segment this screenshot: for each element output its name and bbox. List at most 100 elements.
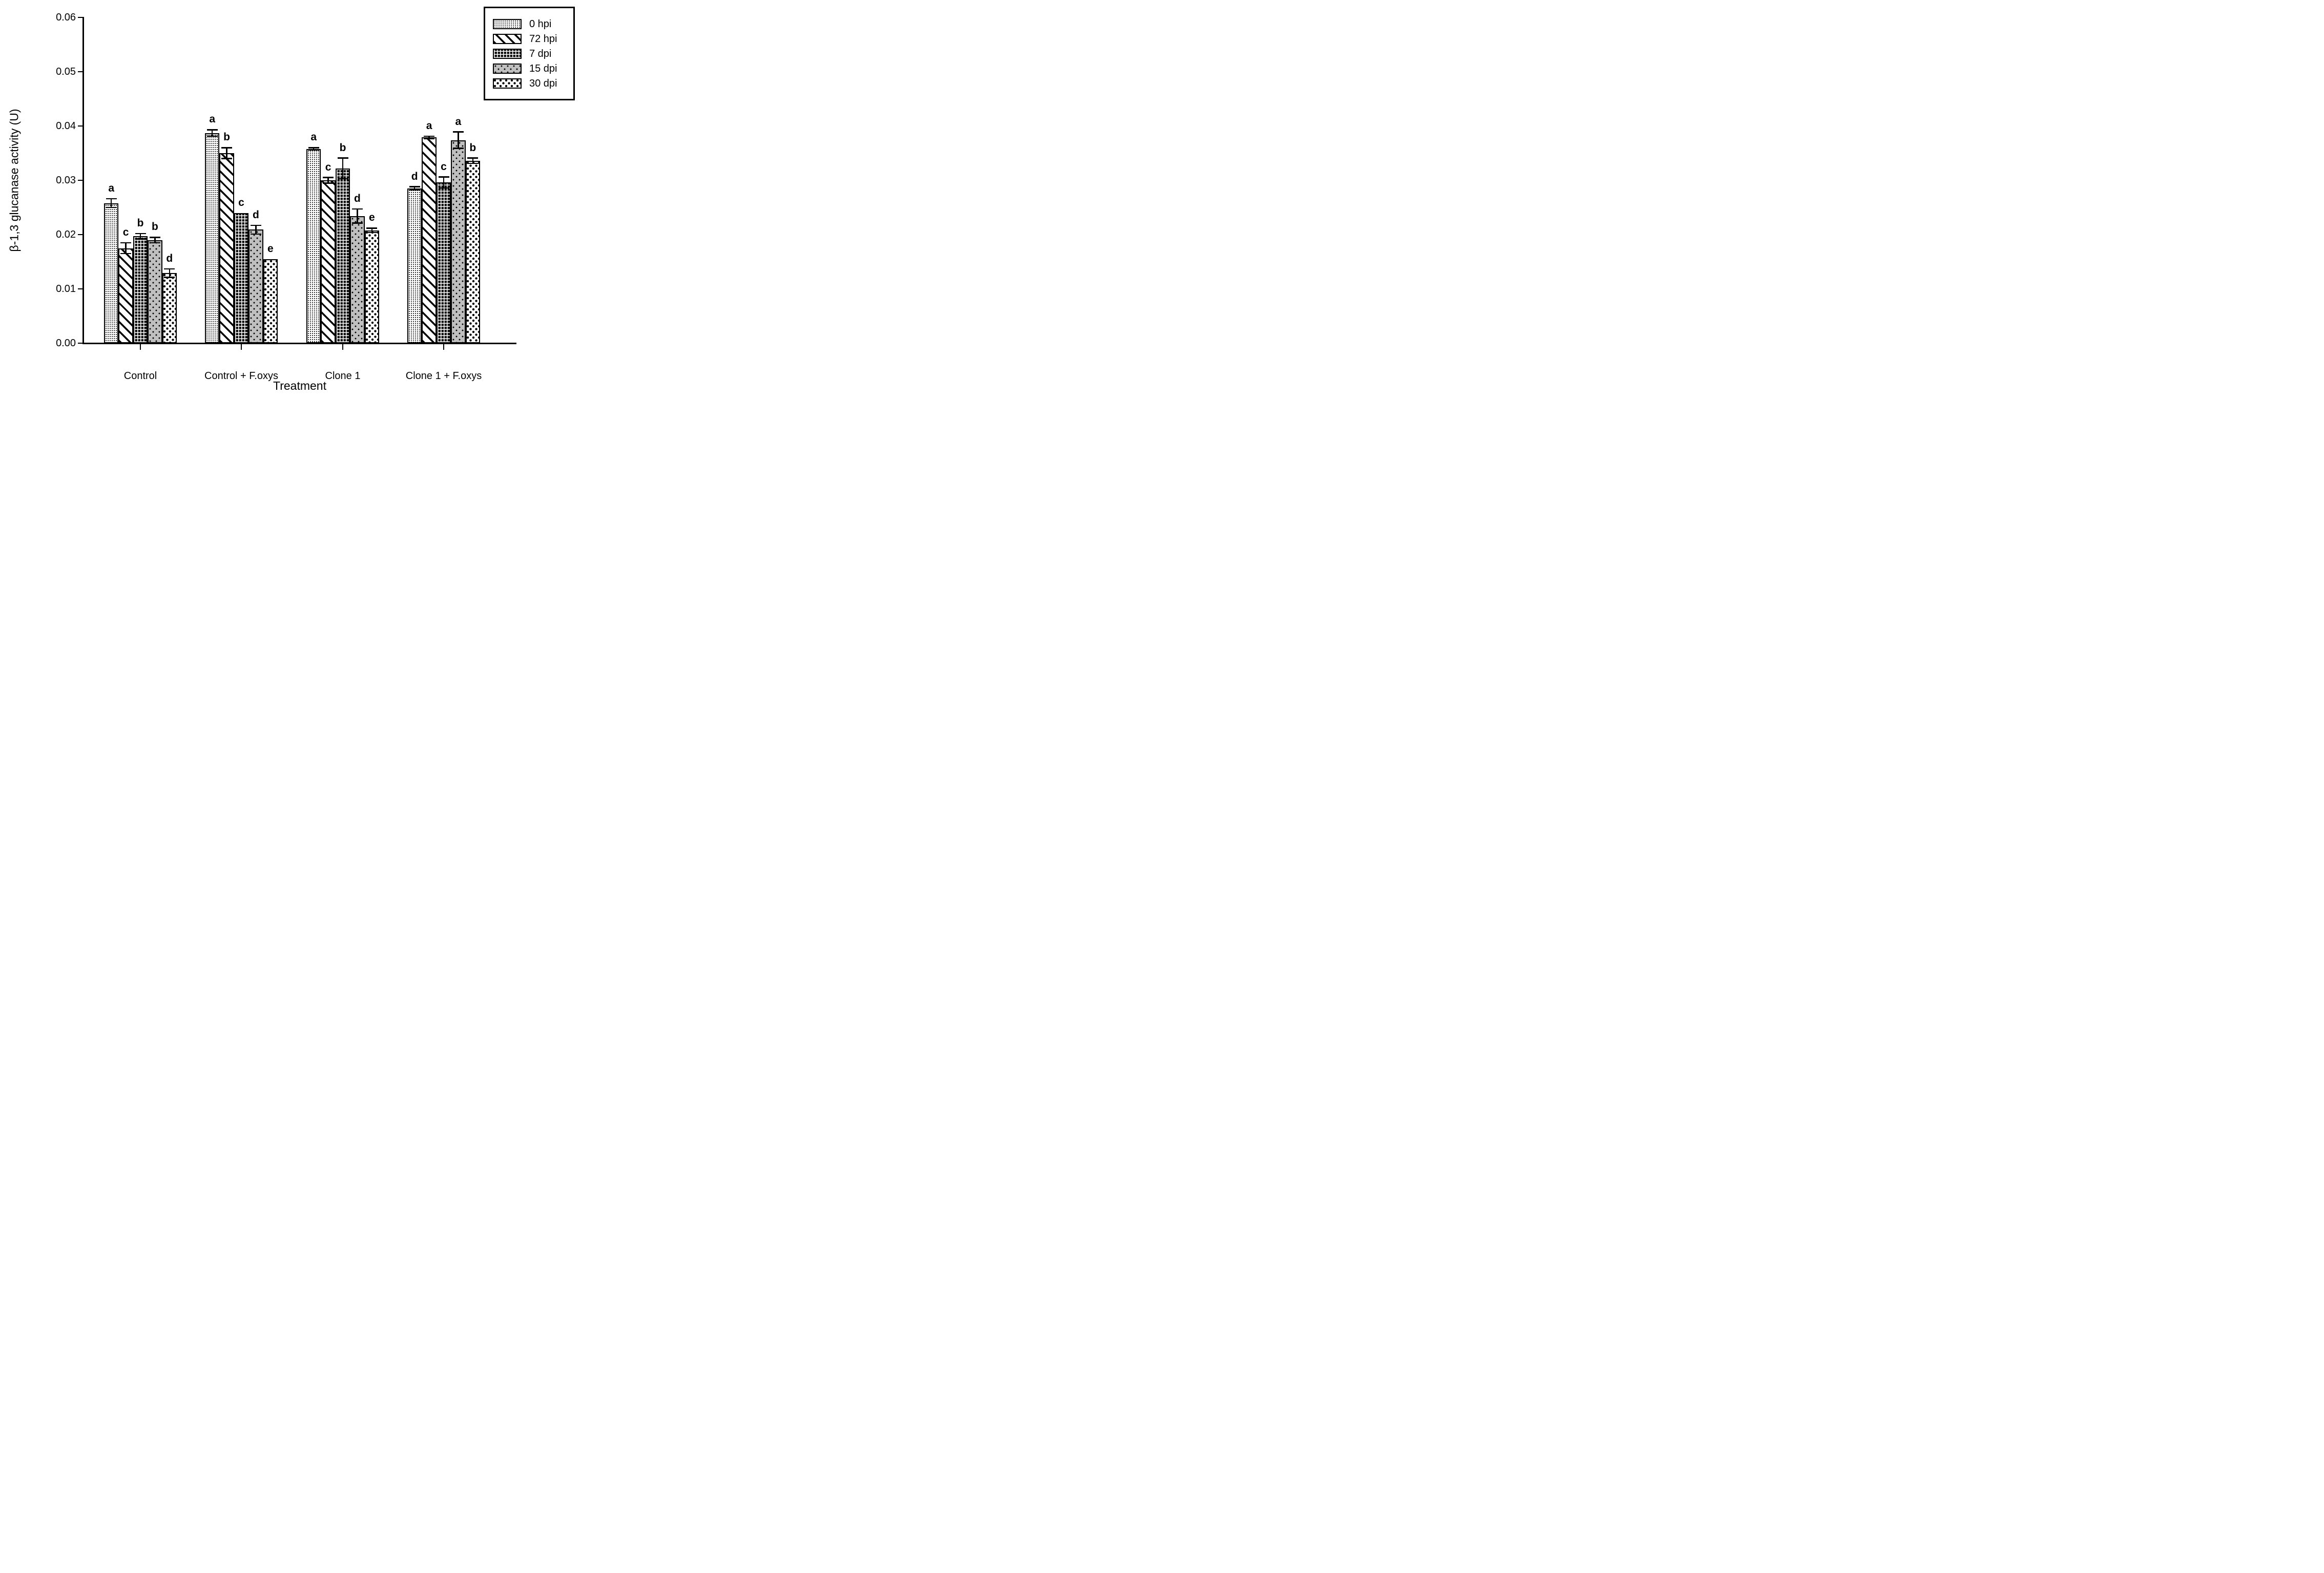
error-bar-cap-bottom	[323, 182, 334, 184]
significance-letter: b	[469, 141, 476, 154]
bar-72hpi-1	[219, 153, 234, 343]
error-bar-line	[342, 158, 344, 179]
error-bar-line	[226, 148, 227, 159]
error-bar-cap-bottom	[308, 149, 319, 151]
error-bar-cap-bottom	[409, 189, 420, 191]
error-bar-cap-bottom	[452, 148, 464, 149]
significance-letter: d	[411, 170, 418, 182]
error-bar-cap-top	[409, 186, 420, 187]
bar-15dpi-3	[451, 140, 466, 343]
error-bar-cap-bottom	[164, 277, 175, 278]
y-tick-label: 0.06	[56, 12, 76, 23]
significance-letter: d	[166, 252, 173, 264]
error-bar-line	[428, 136, 430, 139]
error-bar-cap-top	[308, 147, 319, 149]
significance-letter: c	[325, 161, 331, 173]
bar-7dpi-0	[133, 236, 148, 343]
significance-letter: c	[122, 226, 129, 238]
error-bar-cap-bottom	[135, 238, 146, 240]
error-bar-line	[443, 177, 445, 188]
error-bar-cap-bottom	[250, 233, 261, 235]
y-tick	[77, 234, 82, 236]
error-bar-cap-top	[351, 208, 363, 210]
legend-label: 0 hpi	[529, 18, 552, 30]
error-bar-cap-top	[206, 129, 218, 131]
significance-letter: e	[267, 242, 274, 255]
error-bar-cap-top	[424, 135, 435, 137]
legend-swatch-diagonal-hatch	[493, 33, 522, 44]
significance-letter: b	[339, 141, 346, 154]
error-bar-cap-top	[120, 242, 132, 244]
error-bar-cap-top	[452, 131, 464, 133]
error-bar-cap-top	[149, 237, 160, 238]
error-bar-cap-bottom	[351, 222, 363, 224]
y-tick	[77, 71, 82, 73]
significance-letter: b	[151, 221, 158, 233]
legend-swatch-coarse-stipple	[493, 78, 522, 89]
error-bar-line	[139, 233, 141, 239]
error-bar-cap-top	[467, 157, 479, 159]
bar-0hpi-1	[205, 133, 220, 343]
significance-letter: e	[368, 212, 375, 224]
y-tick	[77, 288, 82, 290]
bar-30dpi-3	[465, 160, 480, 343]
error-bar-cap-top	[438, 176, 449, 178]
significance-letter: a	[108, 182, 115, 195]
error-bar-cap-top	[250, 224, 261, 226]
x-tick	[139, 344, 141, 350]
y-tick-label: 0.03	[56, 175, 76, 186]
error-bar-line	[357, 209, 358, 223]
error-bar-line	[327, 177, 329, 183]
y-axis-line	[82, 16, 84, 344]
bar-7dpi-1	[234, 213, 249, 343]
legend-label: 15 dpi	[529, 62, 557, 74]
bar-0hpi-0	[104, 203, 119, 343]
bar-72hpi-3	[422, 137, 437, 343]
significance-letter: c	[441, 160, 447, 173]
significance-letter: c	[238, 196, 244, 208]
bar-0hpi-2	[306, 149, 321, 343]
legend-label: 7 dpi	[529, 48, 552, 59]
bar-7dpi-2	[335, 168, 350, 343]
bar-30dpi-1	[263, 259, 278, 343]
significance-letter: a	[426, 120, 432, 132]
y-axis-title: β-1,3 glucanase activity (U)	[7, 109, 21, 252]
bar-0hpi-3	[407, 188, 422, 343]
error-bar-cap-bottom	[106, 206, 117, 208]
error-bar-line	[255, 225, 257, 234]
bar-72hpi-0	[118, 248, 133, 343]
error-bar-cap-bottom	[221, 158, 233, 159]
y-tick-label: 0.00	[56, 338, 76, 349]
significance-letter: a	[209, 113, 216, 125]
y-tick-label: 0.02	[56, 229, 76, 240]
y-tick	[77, 125, 82, 127]
error-bar-line	[154, 237, 156, 243]
category-label: Clone 1 + F.oxys	[405, 370, 482, 382]
x-axis-line	[82, 342, 516, 344]
category-label: Control + F.oxys	[204, 370, 278, 382]
error-bar-line	[313, 148, 315, 150]
significance-letter: d	[354, 193, 361, 205]
legend-entry: 30 dpi	[493, 78, 573, 89]
x-tick	[240, 344, 242, 350]
error-bar-cap-bottom	[149, 242, 160, 244]
significance-letter: b	[223, 131, 231, 143]
legend-entry: 15 dpi	[493, 62, 573, 74]
error-bar-line	[211, 130, 213, 137]
legend-label: 30 dpi	[529, 77, 557, 89]
legend-swatch-dark-crosshatch	[493, 48, 522, 59]
legend-entry: 7 dpi	[493, 48, 573, 59]
error-bar-cap-bottom	[467, 162, 479, 164]
bar-72hpi-2	[321, 180, 336, 343]
legend-label: 72 hpi	[529, 33, 557, 45]
error-bar-line	[458, 132, 459, 149]
error-bar-cap-bottom	[424, 138, 435, 139]
error-bar-cap-top	[337, 157, 348, 159]
significance-letter: a	[455, 115, 462, 128]
error-bar-cap-bottom	[206, 135, 218, 137]
error-bar-line	[413, 186, 416, 191]
x-axis-title: Treatment	[273, 379, 326, 392]
category-label: Clone 1	[325, 370, 361, 382]
bar-30dpi-2	[364, 230, 379, 343]
x-tick	[342, 344, 344, 350]
